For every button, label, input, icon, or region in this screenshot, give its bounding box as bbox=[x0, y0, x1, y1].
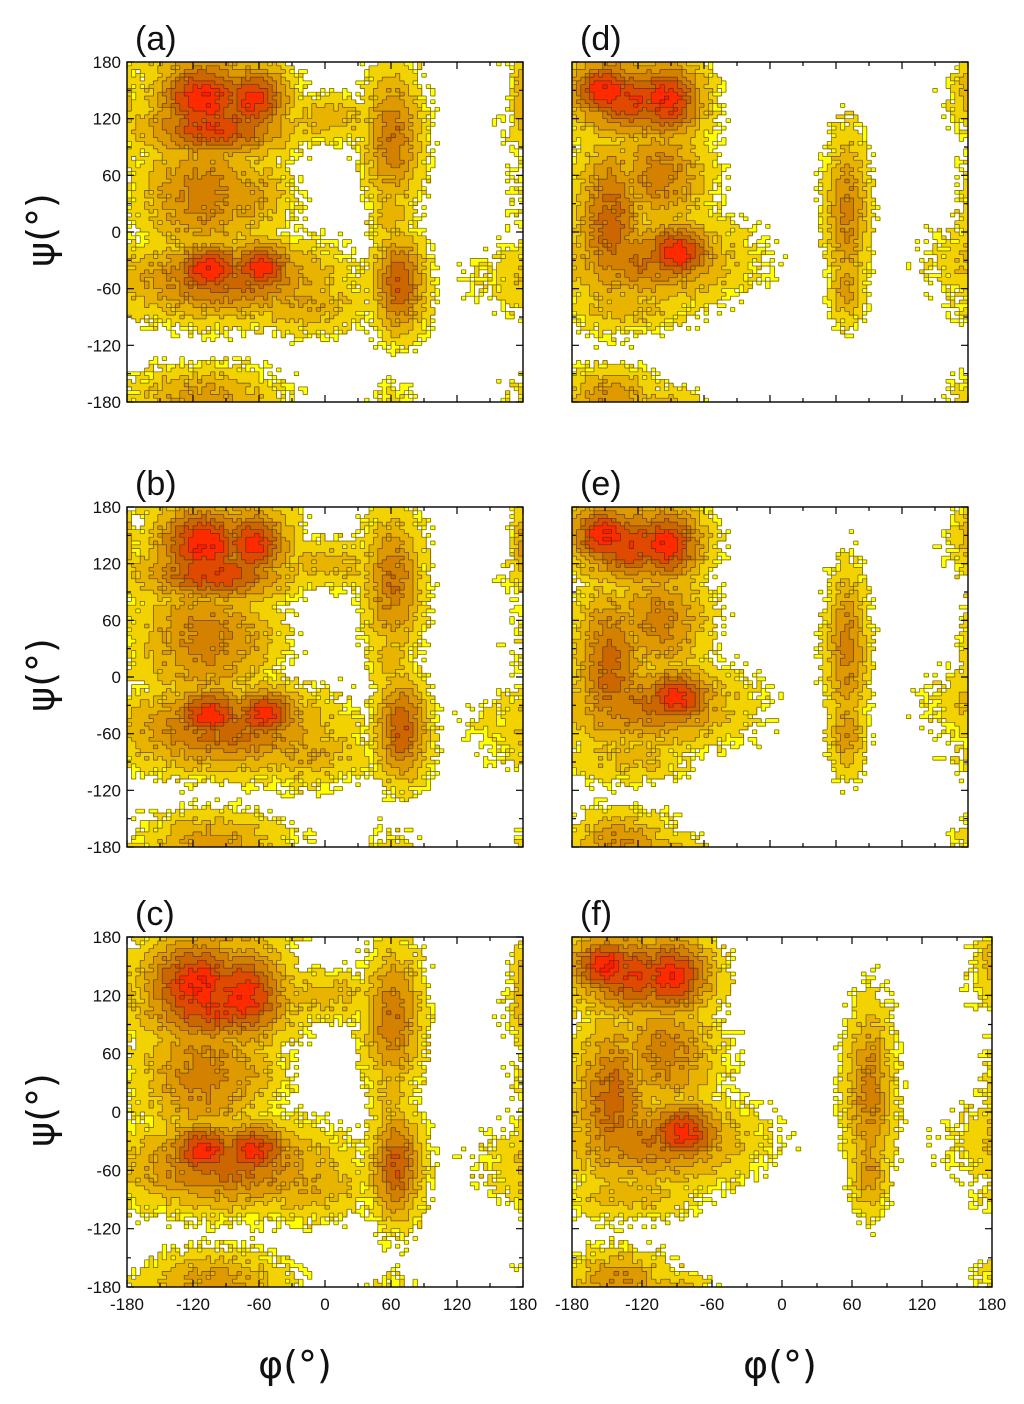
panel-e: (e) bbox=[571, 465, 969, 848]
x-tick-label-c: 120 bbox=[443, 1295, 471, 1314]
y-tick-label-b: -180 bbox=[87, 838, 121, 857]
x-tick-label-c: -120 bbox=[176, 1295, 210, 1314]
panel-d: (d) bbox=[571, 20, 969, 403]
panel-label-b: (b) bbox=[135, 465, 177, 503]
x-tick-label-f: -180 bbox=[555, 1295, 589, 1314]
y-tick-label-c: -180 bbox=[87, 1278, 121, 1297]
x-tick-label-c: 180 bbox=[509, 1295, 537, 1314]
y-tick-label-a: 120 bbox=[93, 110, 121, 129]
x-tick-label-c: -180 bbox=[110, 1295, 144, 1314]
contour-map-e bbox=[572, 507, 968, 847]
contour-map-a bbox=[127, 62, 523, 402]
x-tick-label-f: 60 bbox=[843, 1295, 862, 1314]
panel-label-d: (d) bbox=[580, 20, 622, 58]
panel-label-a: (a) bbox=[135, 20, 177, 58]
axis-ticks-d bbox=[571, 61, 969, 403]
y-tick-label-c: 60 bbox=[102, 1045, 121, 1064]
axis-ticks-a bbox=[126, 61, 524, 403]
y-tick-label-b: 0 bbox=[112, 668, 121, 687]
x-tick-label-c: 60 bbox=[382, 1295, 401, 1314]
x-axis-title-left: φ(°) bbox=[258, 1343, 332, 1387]
x-tick-label-c: 0 bbox=[320, 1295, 329, 1314]
y-tick-label-c: -60 bbox=[96, 1161, 121, 1180]
panel-f: -180 -120 -60 0 60 120 180 (f) bbox=[555, 895, 1006, 1314]
contour-map-b bbox=[127, 507, 523, 847]
y-tick-label-a: -180 bbox=[87, 393, 121, 412]
panel-c: 180 120 60 0 -60 -120 -180-180 -120 -60 0 60 120 180… bbox=[87, 895, 537, 1314]
y-tick-label-a: 0 bbox=[112, 223, 121, 242]
x-tick-label-f: 180 bbox=[978, 1295, 1006, 1314]
x-tick-label-f: 120 bbox=[908, 1295, 936, 1314]
x-axis-title-right: φ(°) bbox=[743, 1343, 817, 1387]
y-tick-label-b: 60 bbox=[102, 611, 121, 630]
x-tick-label-c: -60 bbox=[247, 1295, 272, 1314]
y-tick-label-c: 0 bbox=[112, 1103, 121, 1122]
panel-a: 180 120 60 0 -60 -120 -180 (a) bbox=[87, 20, 524, 412]
axis-ticks-c bbox=[126, 936, 524, 1288]
y-axis-title-a: ψ(°) bbox=[19, 193, 63, 267]
contour-map-f bbox=[572, 937, 992, 1287]
panel-label-f: (f) bbox=[580, 895, 612, 933]
y-tick-label-b: -120 bbox=[87, 781, 121, 800]
y-tick-label-a: -60 bbox=[96, 280, 121, 299]
panel-label-c: (c) bbox=[135, 895, 175, 933]
y-tick-label-b: 120 bbox=[93, 555, 121, 574]
y-tick-label-b: 180 bbox=[93, 498, 121, 517]
axis-ticks-f bbox=[571, 936, 993, 1288]
y-axis-title-c: ψ(°) bbox=[19, 1073, 63, 1147]
panel-label-e: (e) bbox=[580, 465, 622, 503]
x-tick-label-f: 0 bbox=[777, 1295, 786, 1314]
y-tick-label-b: -60 bbox=[96, 725, 121, 744]
axis-ticks-e bbox=[571, 506, 969, 848]
y-tick-label-c: 120 bbox=[93, 986, 121, 1005]
panel-b: 180 120 60 0 -60 -120 -180 (b) bbox=[87, 465, 524, 857]
x-tick-label-f: -120 bbox=[625, 1295, 659, 1314]
y-tick-label-c: -120 bbox=[87, 1220, 121, 1239]
y-axis-title-b: ψ(°) bbox=[19, 638, 63, 712]
contour-map-d bbox=[572, 62, 968, 402]
contour-map-c bbox=[127, 937, 523, 1287]
y-tick-label-c: 180 bbox=[93, 928, 121, 947]
y-tick-label-a: 180 bbox=[93, 53, 121, 72]
y-tick-label-a: 60 bbox=[102, 166, 121, 185]
x-tick-label-f: -60 bbox=[700, 1295, 725, 1314]
y-tick-label-a: -120 bbox=[87, 336, 121, 355]
axis-ticks-b bbox=[126, 506, 524, 848]
